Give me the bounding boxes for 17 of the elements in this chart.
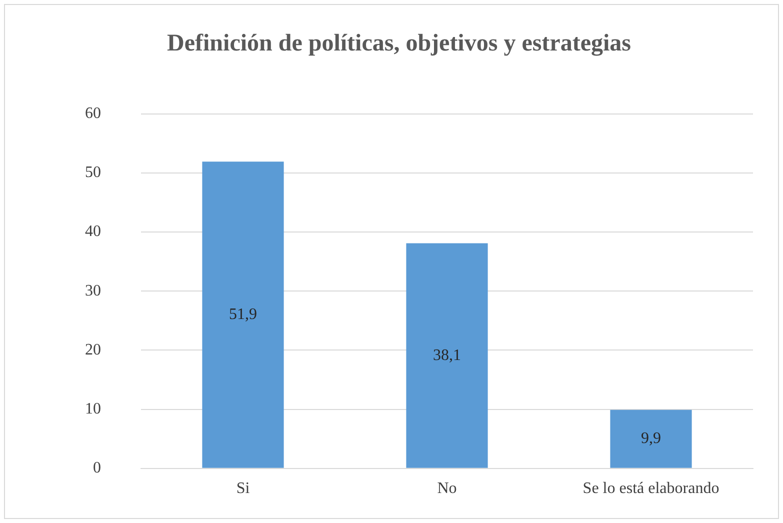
x-tick-label: Se lo está elaborando [582,480,720,498]
y-tick-label: 50 [85,164,101,182]
x-tick-label: No [437,480,457,498]
chart-title: Definición de políticas, objetivos y estrategias [167,30,631,57]
data-label: 51,9 [229,306,257,323]
y-tick-label: 60 [85,105,101,122]
bar [202,162,284,468]
x-tick-label: Si [236,480,250,498]
y-tick-label: 10 [85,400,101,418]
data-label: 38,1 [433,346,461,364]
bar [610,410,692,468]
bar [406,243,488,468]
y-tick-label: 0 [93,460,101,477]
y-tick-label: 20 [85,341,101,358]
y-tick-label: 30 [85,282,101,300]
y-tick-label: 40 [85,223,101,240]
data-label: 9,9 [641,430,661,448]
